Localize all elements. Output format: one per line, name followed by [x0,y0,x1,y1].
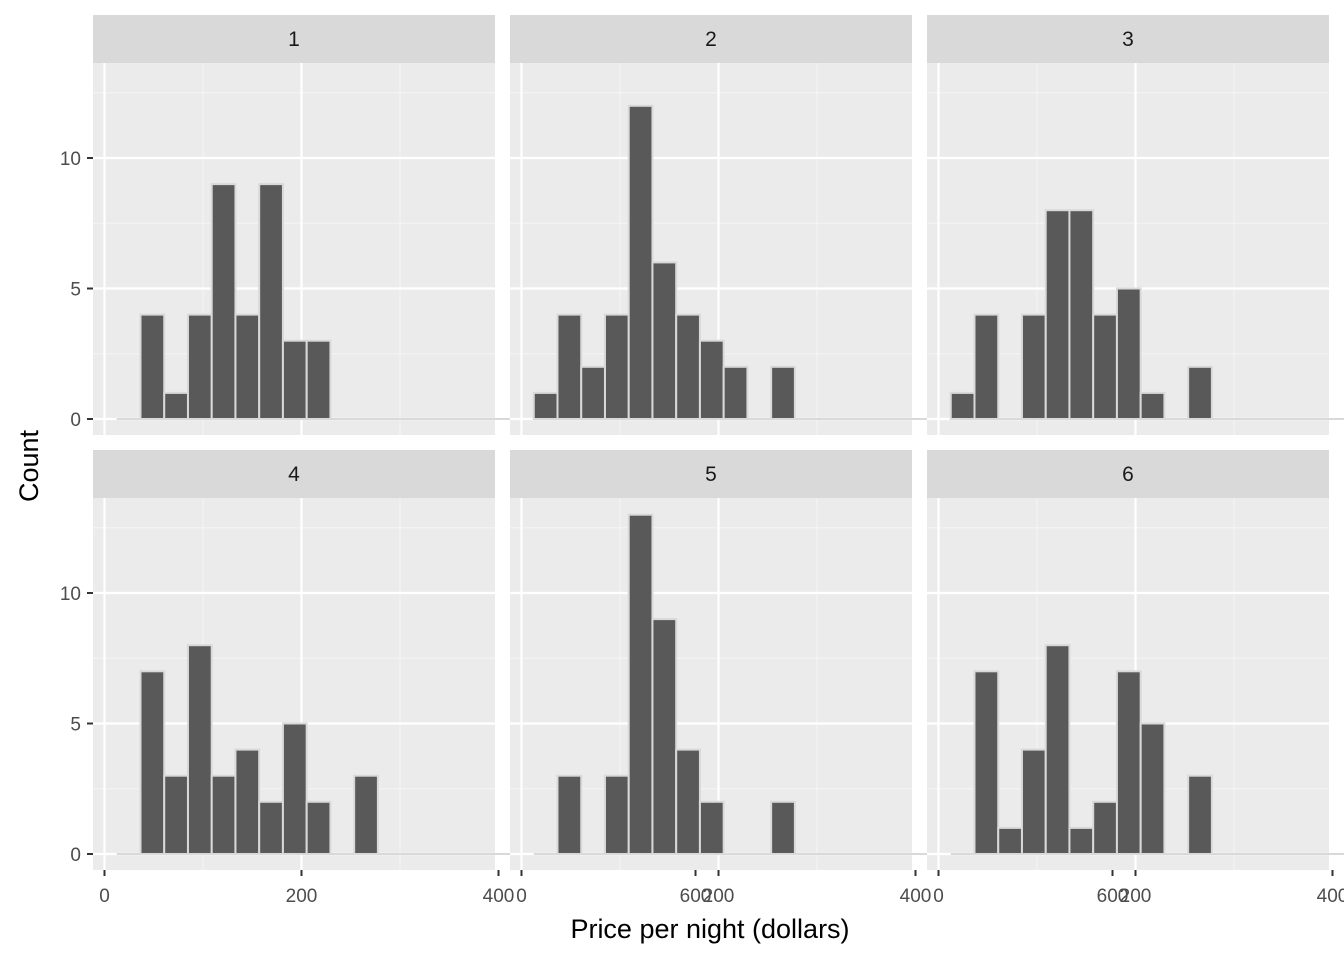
histogram-bar [210,774,237,856]
histogram-bar [722,365,749,420]
histogram-bar [281,722,308,855]
histogram-bar [675,748,701,855]
histogram-bar [353,774,379,856]
y-tick-label: 10 [60,584,81,605]
x-axis-title: Price per night (dollars) [570,914,849,944]
histogram-bar [949,391,976,420]
histogram-bar [603,774,630,856]
histogram-bar [627,513,654,855]
histogram-bar [603,313,630,421]
facet-strip [93,15,495,63]
y-tick-label: 5 [70,715,81,736]
histogram-bar [258,800,284,855]
histogram-bar [281,339,308,421]
y-tick-label: 0 [70,845,81,866]
histogram-bar [139,313,166,421]
histogram-bar [675,313,701,421]
facet-panel-6: 6 0 200 400 600 [927,450,1344,907]
facet-strip-label: 1 [288,28,300,51]
facet-strip [927,15,1329,63]
x-tick-label: 400 [900,886,932,907]
facet-panel-4: 4 0 200 400 600 0 5 10 [60,450,807,907]
facet-strip-label: 6 [1122,463,1134,486]
x-tick-label: 0 [99,886,110,907]
histogram-bar [997,826,1023,856]
histogram-bar [698,800,725,855]
histogram-bar [1044,644,1071,856]
histogram-bar [139,670,166,855]
y-tick-label: 5 [70,280,81,301]
facet-panel-2: 2 [510,15,1223,435]
facet-strip [510,450,912,498]
y-tick-label: 10 [60,149,81,170]
facet-strip-label: 3 [1122,28,1134,51]
histogram-bar [1115,287,1142,420]
histogram-bar [973,313,1000,421]
histogram-bar [627,104,654,421]
histogram-bar [1115,670,1142,855]
histogram-bar [580,365,606,420]
y-tick-label: 0 [70,410,81,431]
facet-strip [927,450,1329,498]
histogram-bar [651,618,678,855]
histogram-bar [1187,365,1213,420]
histogram-bar [556,313,583,421]
histogram-bar [1068,826,1095,856]
facet-strip-label: 2 [705,28,717,51]
facet-panel-5: 5 0 200 400 600 [510,450,1224,907]
histogram-bar [163,391,189,420]
histogram-bar [651,261,678,420]
histogram-bar [163,774,189,856]
facet-strip [93,450,495,498]
histogram-bar [1020,748,1047,855]
histogram-bar [1092,800,1118,855]
histogram-bar [305,339,332,421]
histogram-bar [1139,722,1166,855]
facet-strip-label: 4 [288,463,300,486]
facet-panel-3: 3 [927,15,1344,435]
x-tick-label: 600 [680,886,712,907]
histogram-bar [698,339,725,421]
x-tick-label: 400 [483,886,515,907]
histogram-bar [305,800,332,855]
histogram-bar [1068,209,1095,420]
histogram-bar [258,183,284,420]
histogram-bar [1139,391,1166,420]
histogram-bar [532,391,559,420]
x-tick-label: 400 [1317,886,1344,907]
x-tick-label: 200 [1120,886,1152,907]
histogram-bar [973,670,1000,855]
histogram-bar [1044,209,1071,420]
histogram-bar [770,365,796,420]
histogram-bar [1187,774,1213,856]
histogram-bar [186,313,213,421]
histogram-bar [234,313,261,421]
histogram-bar [210,183,237,420]
x-tick-label: 0 [933,886,944,907]
x-tick-label: 200 [703,886,735,907]
y-axis-title: Count [14,429,44,502]
x-tick-label: 0 [516,886,527,907]
x-tick-label: 600 [1097,886,1129,907]
histogram-bar [770,800,796,855]
histogram-bar [1092,313,1118,421]
histogram-bar [186,644,213,856]
histogram-bar [556,774,583,856]
histogram-bar [1020,313,1047,421]
facet-strip [510,15,912,63]
histogram-bar [234,748,261,855]
facet-strip-label: 5 [705,463,717,486]
x-tick-label: 200 [286,886,318,907]
